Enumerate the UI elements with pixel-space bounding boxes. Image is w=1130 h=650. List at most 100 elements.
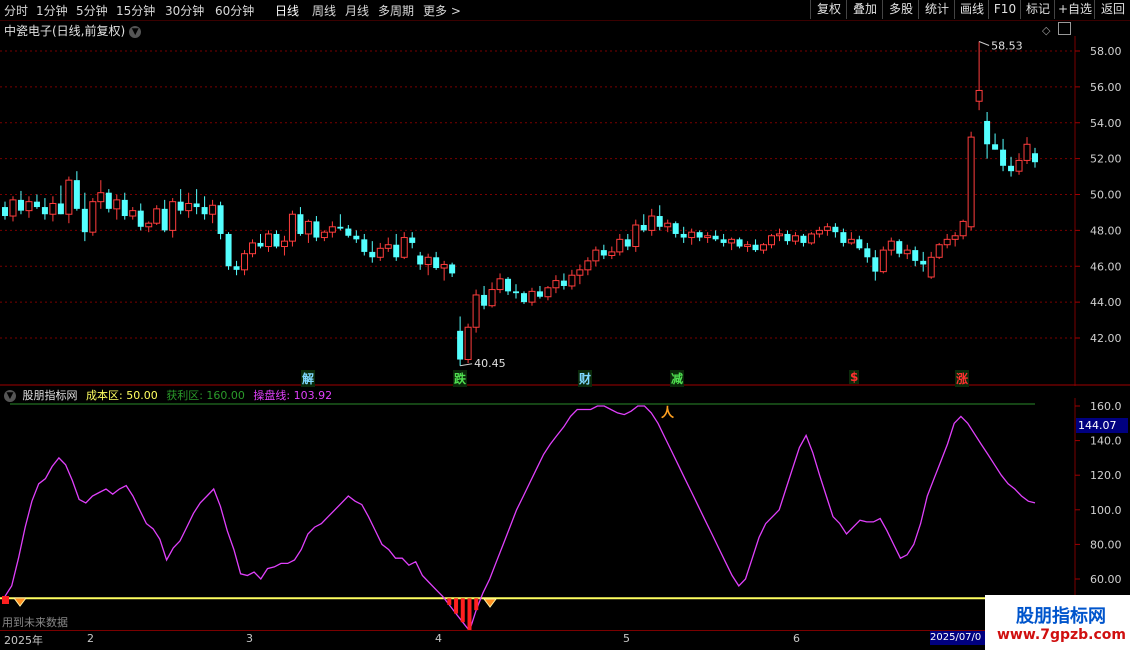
diamond-marker-icon [13,597,27,607]
period-tab-1min[interactable]: 1分钟 [36,4,68,18]
candle-body-down [640,224,647,231]
stats-button[interactable]: 统计 [918,0,955,19]
candlestick-chart[interactable]: 58.00 56.00 54.00 52.00 50.00 48.00 46.00 44.00… [0,36,1130,386]
candle-body-down [920,260,927,265]
draw-line-button[interactable]: 画线 [954,0,989,19]
price-tick-label: 52.00 [1090,153,1122,166]
period-tab-fenshi[interactable]: 分时 [4,4,29,18]
candle-body-up [145,222,153,228]
candle-body-down [600,250,607,256]
candle-body-down [225,233,232,267]
indicator-tick-label: 140.0 [1090,435,1122,448]
candle-body-up [608,251,616,256]
period-tab-monthly[interactable]: 月线 [345,4,370,18]
add-watchlist-button[interactable]: +自选 [1054,0,1095,19]
back-button[interactable]: 返回 [1094,0,1130,19]
cost-zone-label: 成本区: 50.00 [86,389,158,402]
candle-body-up [249,242,257,255]
candle-body-up [815,229,823,235]
stock-title[interactable]: 中瓷电子(日线,前复权) ▼ [4,22,142,39]
candle-body-down [137,210,144,227]
candle-body-down [560,280,567,286]
candle-body-up [935,244,943,258]
date-label-may: 5 [623,632,630,645]
candle-body-down [361,239,368,252]
candle-body-up [704,235,712,239]
window-toggle-icon[interactable] [1058,22,1071,35]
candle-body-up [688,231,696,239]
period-tab-15min[interactable]: 15分钟 [116,4,156,18]
mark-button[interactable]: 标记 [1020,0,1055,19]
price-tick-label: 48.00 [1090,224,1122,237]
candle-body-up [576,269,584,276]
watermark-panel [985,595,1130,650]
candle-body-up [384,244,392,249]
period-tab-daily[interactable]: 日线 [275,4,300,18]
indicator-title-bar: ▼ 股朋指标网 成本区: 50.00 获利区: 160.00 操盘线: 103.… [4,387,337,403]
period-tab-30min[interactable]: 30分钟 [165,4,205,18]
candle-body-up [264,233,272,248]
price-tick-label: 56.00 [1090,81,1122,94]
candle-body-up [304,220,312,235]
stock-title-text: 中瓷电子(日线,前复权) [4,24,126,38]
chevron-down-icon[interactable]: ▼ [129,25,142,38]
below-cost-bar [467,598,472,630]
indicator-chevron-icon[interactable]: ▼ [4,390,16,402]
price-tick-label: 44.00 [1090,296,1122,309]
candle-body-up [592,249,600,262]
candle-body-down [832,226,839,233]
candle-body-up [25,201,33,212]
candle-body-down [680,233,687,238]
f10-button[interactable]: F10 [988,0,1021,19]
candle-body-up [472,294,480,328]
candle-body-up [400,237,408,258]
price-tick-label: 54.00 [1090,117,1122,130]
date-label-apr: 4 [435,632,442,645]
candle-body-up [49,202,57,215]
period-tab-weekly[interactable]: 周线 [312,4,337,18]
period-tab-multi[interactable]: 多周期 [378,4,415,18]
period-tab-more[interactable]: 更多 > [423,4,461,18]
candle-body-down [736,239,743,247]
candle-body-up [288,213,296,242]
candle-body-up [552,280,560,289]
period-tab-60min[interactable]: 60分钟 [215,4,255,18]
candle-body-down [161,208,168,231]
signal-label-4: $ [849,370,860,384]
future-data-tip: 用到未来数据 [2,616,68,629]
multi-stock-button[interactable]: 多股 [882,0,919,19]
candle-body-up [440,263,448,269]
candle-body-up [496,278,504,291]
candle-body-up [744,244,752,248]
candle-body-down [177,201,184,211]
date-label-year: 2025年 [4,634,43,647]
indicator-chart[interactable]: 160.0 140.0 120.0 100.0 80.00 60.00 人 [0,398,1130,630]
candle-body-up [169,201,177,231]
price-tick-label: 50.00 [1090,189,1122,202]
high-pointer [978,41,990,46]
overlay-button[interactable]: 叠加 [846,0,883,19]
candle-body-down [233,266,240,270]
candle-body-up [328,226,336,233]
candle-body-up [488,289,496,307]
diamond-icon[interactable]: ◇ [1042,24,1051,37]
candle-body-up [975,89,983,102]
price-tick-label: 58.00 [1090,45,1122,58]
candle-body-up [280,240,288,248]
candle-body-up [97,192,105,203]
fuquan-button[interactable]: 复权 [810,0,847,19]
candle-body-down [201,207,208,215]
date-axis-line [0,630,1075,631]
candle-body-down [856,239,863,249]
candle-body-up [209,204,217,215]
candle-body-up [959,220,967,237]
below-cost-bar [474,598,479,611]
watermark-name: 股朋指标网 [1016,606,1106,627]
candle-body-up [927,256,935,278]
signal-label-1: 跌 [453,370,468,387]
period-tab-5min[interactable]: 5分钟 [76,4,108,18]
candle-body-up [664,222,672,228]
candle-body-up [887,240,895,251]
candle-body-down [992,144,999,150]
candle-body-down [872,257,879,272]
